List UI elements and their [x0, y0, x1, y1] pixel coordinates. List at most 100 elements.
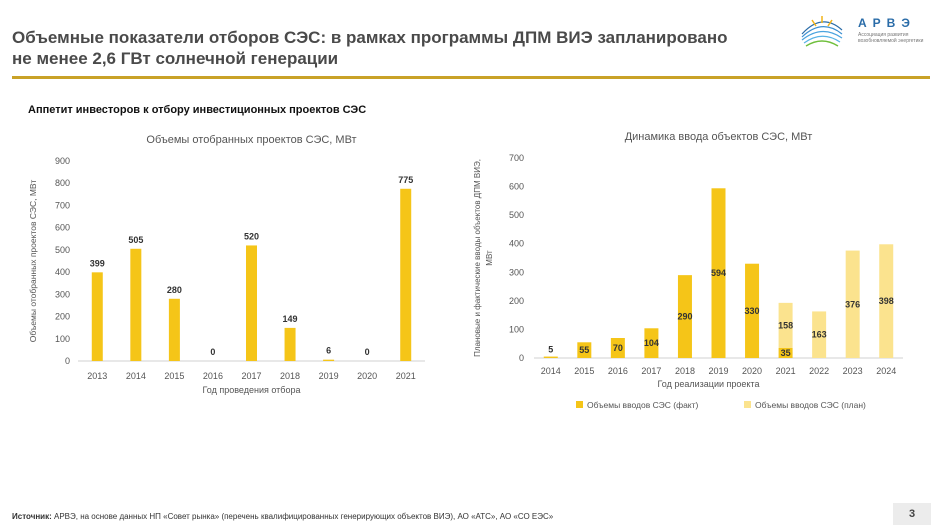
chart2-xtick-label: 2015 [574, 366, 594, 376]
chart1-data-label: 280 [167, 285, 182, 295]
logo-subtext: Ассоциация развития возобновляемой энерг… [858, 32, 924, 44]
chart2-xtick-label: 2014 [541, 366, 561, 376]
chart1-data-label: 505 [128, 235, 143, 245]
chart1-data-label: 6 [326, 346, 331, 356]
chart2-data-label-fact: 70 [613, 343, 623, 353]
chart1-ytick-label: 100 [55, 334, 70, 344]
chart1-data-label: 775 [398, 175, 413, 185]
chart2-legend-fact: Объемы вводов СЭС (факт) [587, 400, 699, 410]
chart1-xtick-label: 2018 [280, 371, 300, 381]
chart-selected-projects: Объемы отобранных проектов СЭС, МВт 0 100 2… [20, 125, 440, 410]
chart2-bar-plan [778, 302, 793, 348]
page-title-line2: не менее 2,6 ГВт солнечной генерации [12, 49, 339, 68]
chart1-xtick-label: 2014 [126, 371, 146, 381]
chart2-data-label-fact: 35 [781, 348, 791, 358]
chart1-data-label: 0 [365, 347, 370, 357]
chart2-data-label-fact: 594 [711, 268, 726, 278]
chart2-bar-fact [711, 188, 726, 358]
chart2-ytick-label: 600 [509, 182, 524, 192]
chart1-ytick-label: 200 [55, 312, 70, 322]
chart2-ytick-label: 300 [509, 267, 524, 277]
chart2-xtick-label: 2018 [675, 366, 695, 376]
arve-logo-icon [801, 16, 843, 47]
chart1-xtick-label: 2020 [357, 371, 377, 381]
chart1-xtick-label: 2019 [319, 371, 339, 381]
chart2-ytick-label: 100 [509, 324, 524, 334]
chart2-xtick-label: 2023 [843, 366, 863, 376]
chart2-ytick-label: 200 [509, 296, 524, 306]
chart2-legend-swatch-fact [576, 401, 583, 408]
chart1-bar [91, 272, 103, 361]
chart1-xlabel: Год проведения отбора [203, 385, 301, 395]
logo-text: АРВЭ [858, 16, 916, 30]
chart2-bar-plan [879, 244, 894, 358]
chart2-bar-fact [677, 275, 692, 358]
chart2-xtick-label: 2016 [608, 366, 628, 376]
section-subheading: Аппетит инвесторов к отбору инвестиционн… [28, 104, 367, 116]
chart2-legend-plan: Объемы вводов СЭС (план) [755, 400, 866, 410]
chart2-bar-plan [812, 311, 827, 358]
chart2-data-label-fact: 55 [579, 345, 589, 355]
chart1-data-label: 0 [210, 347, 215, 357]
chart2-xtick-label: 2019 [708, 366, 728, 376]
chart1-ytick-label: 700 [55, 200, 70, 210]
title-divider [12, 76, 930, 79]
chart1-ytick-label: 500 [55, 245, 70, 255]
chart1-ytick-label: 400 [55, 267, 70, 277]
chart2-title: Динамика ввода объектов СЭС, МВт [625, 131, 813, 143]
chart2-xtick-label: 2017 [641, 366, 661, 376]
chart2-data-label-plan: 398 [879, 296, 894, 306]
page-title: Объемные показатели отборов СЭС: в рамка… [12, 27, 772, 69]
chart1-ytick-label: 600 [55, 223, 70, 233]
chart1-ytick-label: 0 [65, 356, 70, 366]
chart1-data-label: 399 [90, 258, 105, 268]
chart2-data-label-fact: 290 [677, 312, 692, 322]
chart2-ylabel-line2: МВт [485, 250, 494, 266]
chart2-ylabel-line1: Плановые и фактические вводы объектов ДП… [473, 159, 482, 357]
chart2-bar-fact [745, 263, 760, 358]
chart2-data-label-fact: 5 [548, 345, 553, 355]
chart2-bar-fact [543, 356, 558, 358]
chart1-bar [323, 359, 335, 361]
chart2-xtick-label: 2021 [776, 366, 796, 376]
chart2-ytick-label: 700 [509, 153, 524, 163]
chart2-data-label-plan: 376 [845, 299, 860, 309]
chart1-bar [400, 188, 412, 361]
chart2-bar-fact [778, 348, 793, 358]
chart1-xtick-label: 2016 [203, 371, 223, 381]
chart1-xtick-label: 2013 [87, 371, 107, 381]
chart1-bar [168, 298, 180, 361]
chart2-legend-swatch-plan [744, 401, 751, 408]
chart-commissioning: Динамика ввода объектов СЭС, МВт 0 100 200 3… [466, 122, 916, 422]
chart2-data-label-fact: 330 [745, 306, 760, 316]
chart-commissioning-svg: Динамика ввода объектов СЭС, МВт 0 100 200 3… [473, 131, 903, 410]
chart1-ytick-label: 800 [55, 178, 70, 188]
chart2-ytick-label: 400 [509, 239, 524, 249]
chart2-xtick-label: 2022 [809, 366, 829, 376]
chart1-title: Объемы отобранных проектов СЭС, МВт [146, 134, 356, 146]
page-title-line1: Объемные показатели отборов СЭС: в рамка… [12, 28, 728, 47]
chart1-ytick-label: 300 [55, 289, 70, 299]
chart1-data-label: 149 [283, 314, 298, 324]
chart2-bar-fact [577, 342, 592, 358]
source-note: Источник: АРВЭ, на основе данных НП «Сов… [12, 512, 553, 521]
chart1-xtick-label: 2017 [241, 371, 261, 381]
chart1-bar [130, 248, 142, 361]
chart2-xlabel: Год реализации проекта [658, 379, 760, 389]
chart1-bar [284, 327, 296, 361]
chart2-data-label-fact: 104 [644, 338, 659, 348]
chart2-xtick-label: 2020 [742, 366, 762, 376]
chart-selected-projects-svg: Объемы отобранных проектов СЭС, МВт 0 100 2… [28, 134, 425, 395]
source-text: АРВЭ, на основе данных НП «Совет рынка» … [54, 512, 554, 521]
chart1-xtick-label: 2015 [164, 371, 184, 381]
chart1-ytick-label: 900 [55, 156, 70, 166]
chart2-data-label-plan: 158 [778, 320, 793, 330]
chart1-xtick-label: 2021 [396, 371, 416, 381]
chart2-bar-fact [644, 328, 659, 358]
chart2-ytick-label: 500 [509, 210, 524, 220]
chart2-ytick-label: 0 [519, 353, 524, 363]
chart2-data-label-plan: 163 [812, 330, 827, 340]
chart1-bar [246, 245, 257, 361]
chart1-data-label: 520 [244, 231, 259, 241]
page-number: 3 [893, 503, 931, 525]
